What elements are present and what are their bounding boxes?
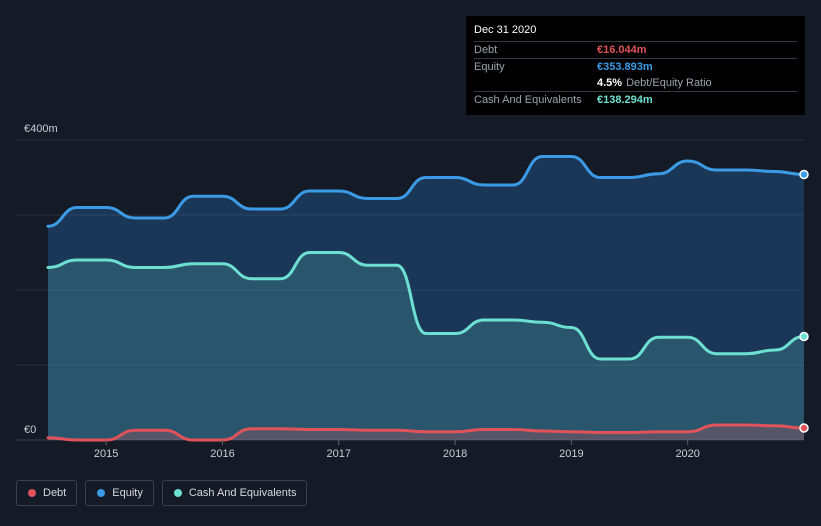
legend-item-debt[interactable]: Debt [16, 480, 78, 506]
legend-equity-label: Equity [112, 487, 143, 499]
tooltip-cash-label: Cash And Equivalents [474, 94, 582, 106]
cash-and-equivalents-line [46, 251, 806, 361]
tooltip-row-debt: Debt €16.044m [474, 41, 797, 58]
tooltip-debt-value: €16.044m [597, 44, 647, 56]
tooltip-ratio-value: 4.5% [597, 77, 623, 89]
debt-dot-icon [28, 489, 36, 497]
cash-and-equivalents-endpoint [799, 331, 809, 342]
equity-dot-icon [97, 489, 106, 497]
legend-item-equity[interactable]: Equity [85, 480, 154, 506]
x-tick-label: 2020 [675, 448, 699, 460]
x-tick-label: 2015 [94, 448, 118, 460]
legend-debt-label: Debt [43, 487, 67, 499]
y-tick-label-zero: €0 [24, 424, 36, 436]
cash-dot-icon [173, 489, 182, 497]
tooltip-equity-value: €353.893m [597, 61, 653, 73]
tooltip-date: Dec 31 2020 [474, 24, 537, 36]
tooltip-row-ratio: 4.5% Debt/Equity Ratio [474, 75, 797, 91]
x-tick-label: 2018 [443, 448, 467, 460]
equity-line [46, 155, 806, 228]
equity-area [48, 156, 804, 440]
legend-item-cash[interactable]: Cash And Equivalents [161, 480, 308, 506]
x-tick-label: 2019 [559, 448, 583, 460]
chart-legend: Debt Equity Cash And Equivalents [16, 480, 308, 506]
tooltip-ratio-spacer [474, 75, 597, 91]
x-tick-label: 2017 [327, 448, 351, 460]
debt-endpoint [799, 423, 809, 433]
tooltip-cash-value: €138.294m [597, 94, 653, 106]
cash-and-equivalents-area [48, 252, 804, 440]
y-tick-label-max: €400m [24, 123, 58, 135]
tooltip-debt-label: Debt [474, 44, 498, 56]
equity-endpoint [799, 169, 809, 180]
tooltip-equity-label: Equity [474, 61, 505, 73]
tooltip-row-equity: Equity €353.893m [474, 58, 797, 75]
debt-line [46, 423, 806, 442]
tooltip-ratio-label: Debt/Equity Ratio [626, 77, 712, 89]
tooltip-panel: Dec 31 2020 Debt €16.044m Equity €353.89… [466, 16, 805, 115]
tooltip-row-cash: Cash And Equivalents €138.294m [474, 91, 797, 108]
x-tick-label: 2016 [210, 448, 234, 460]
legend-cash-label: Cash And Equivalents [188, 487, 297, 499]
